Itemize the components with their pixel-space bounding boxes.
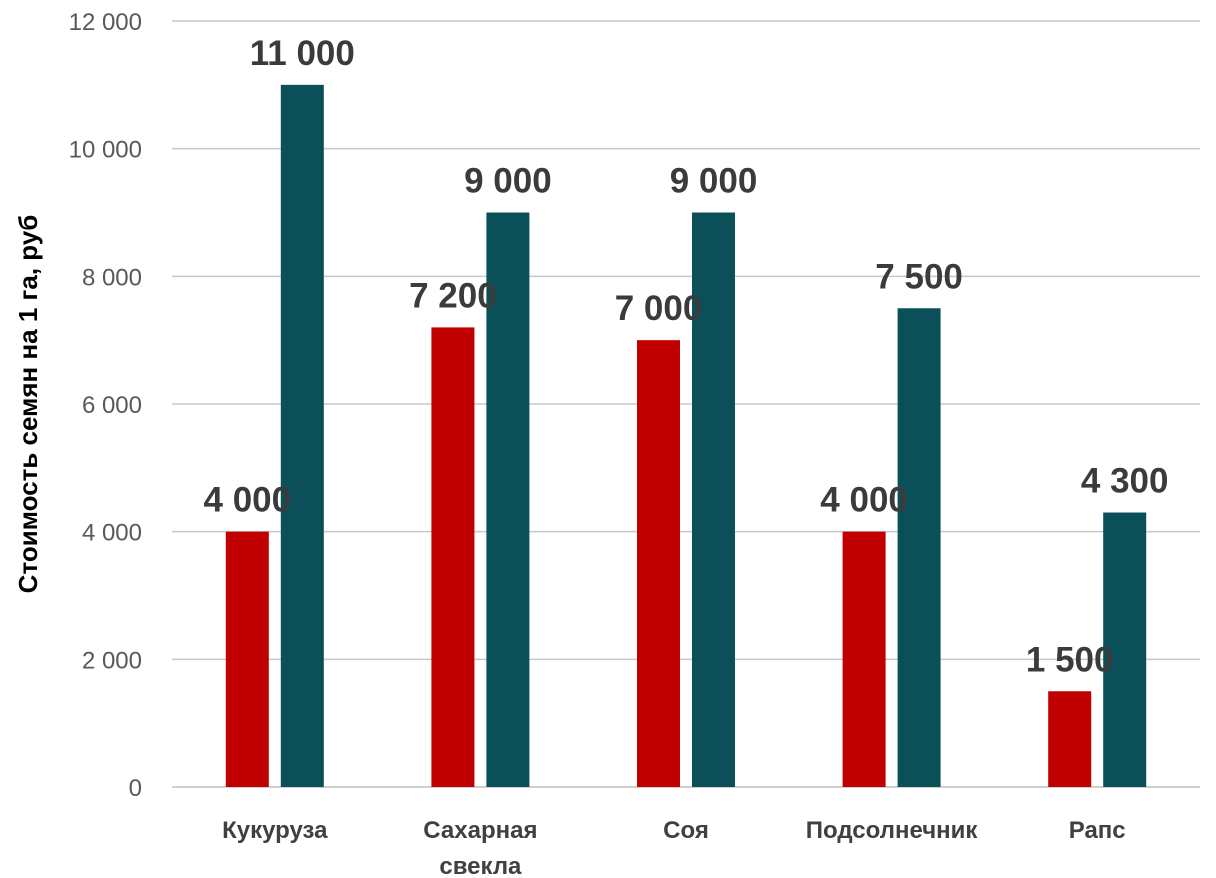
data-label: 11 000 xyxy=(250,34,355,73)
y-tick-label: 2 000 xyxy=(82,647,142,674)
x-tick-label: Рапс xyxy=(1069,817,1126,844)
data-label: 4 000 xyxy=(204,481,292,520)
bar-series-1 xyxy=(431,327,475,787)
x-tick-label: Подсолнечник xyxy=(806,817,979,844)
y-tick-label: 4 000 xyxy=(82,520,142,547)
data-label: 7 200 xyxy=(409,276,497,315)
bar-series-2 xyxy=(1103,512,1147,787)
x-tick-label: свекла xyxy=(439,853,522,878)
bar-series-2 xyxy=(897,308,941,787)
data-label: 4 300 xyxy=(1081,462,1169,501)
bars xyxy=(225,84,1147,788)
gridlines xyxy=(172,20,1200,788)
bar-series-1 xyxy=(842,531,886,787)
bar-series-1 xyxy=(225,531,269,787)
y-axis-label: Стоимость семян на 1 га, руб xyxy=(13,215,43,594)
data-label: 9 000 xyxy=(464,162,552,201)
data-label: 1 500 xyxy=(1026,640,1114,679)
data-label: 7 000 xyxy=(615,289,703,328)
bar-series-1 xyxy=(637,340,680,787)
y-tick-label: 0 xyxy=(129,775,142,802)
x-tick-label: Сахарная xyxy=(423,817,537,844)
bar-series-2 xyxy=(280,84,324,788)
y-tick-label: 8 000 xyxy=(82,264,142,291)
data-label: 7 500 xyxy=(875,257,963,296)
y-tick-label: 10 000 xyxy=(69,137,142,164)
x-axis-ticks: Кукуруза Сахарная свекла Соя Подсолнечник Рап… xyxy=(222,817,1126,878)
data-label: 4 000 xyxy=(820,481,908,520)
bar-series-2 xyxy=(692,212,735,787)
y-tick-label: 6 000 xyxy=(82,392,142,419)
x-tick-label: Кукуруза xyxy=(222,817,328,844)
bar-series-2 xyxy=(486,212,530,787)
bar-series-1 xyxy=(1048,691,1092,787)
data-labels: 4 000 11 000 7 200 9 000 7 000 9 000 4 000 7 50… xyxy=(204,34,1169,679)
x-tick-label: Соя xyxy=(663,817,709,844)
data-label: 9 000 xyxy=(670,162,758,201)
y-tick-label: 12 000 xyxy=(69,9,142,36)
y-axis-ticks: 0 2 000 4 000 6 000 8 000 10 000 12 000 xyxy=(69,9,142,802)
